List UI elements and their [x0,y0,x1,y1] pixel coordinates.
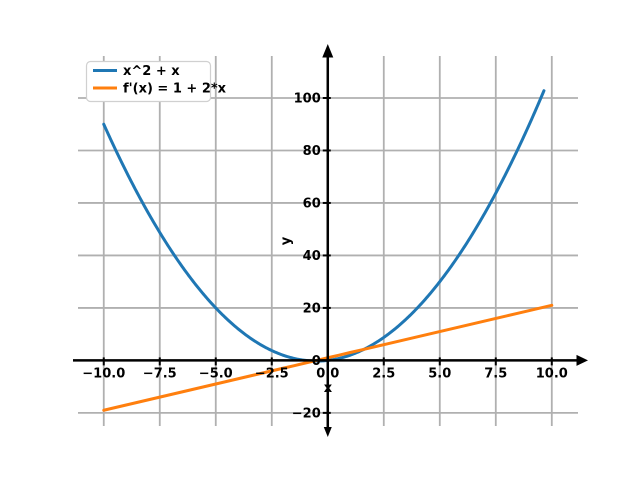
x-tick-label: −7.5 [143,366,177,381]
y-tick-label: 100 [294,91,321,106]
x-tick-label: 5.0 [428,366,451,381]
x-tick-label: 2.5 [372,366,395,381]
y-axis-arrow-icon [322,44,334,58]
x-tick-label: −10.0 [82,366,125,381]
legend-entry-label: f'(x) = 1 + 2*x [123,82,227,97]
axes [73,44,588,437]
series-line-1 [102,89,546,363]
axis-labels: x y [279,236,333,396]
y-axis-bottom-arrow-icon [323,427,332,437]
y-tick-label: 20 [303,301,321,316]
x-axis-arrow-icon [576,354,588,366]
x-axis-label: x [324,381,333,396]
x-tick-label: 7.5 [484,366,507,381]
y-tick-label: 60 [303,196,321,211]
y-tick-label: 80 [303,144,321,159]
legend-entry-label: x^2 + x [123,64,180,79]
x-tick-label: −5.0 [199,366,233,381]
y-axis-label: y [279,236,294,245]
y-tick-label: −20 [292,406,321,421]
x-tick-label: 10.0 [536,366,568,381]
tick-labels: −10.0−7.5−5.0−2.50.02.55.07.510.0−200204… [82,91,568,421]
legend: x^2 + x f'(x) = 1 + 2*x [85,60,227,103]
y-tick-label: 40 [303,249,321,264]
x-tick-label: −2.5 [255,366,289,381]
legend-box [85,60,212,103]
